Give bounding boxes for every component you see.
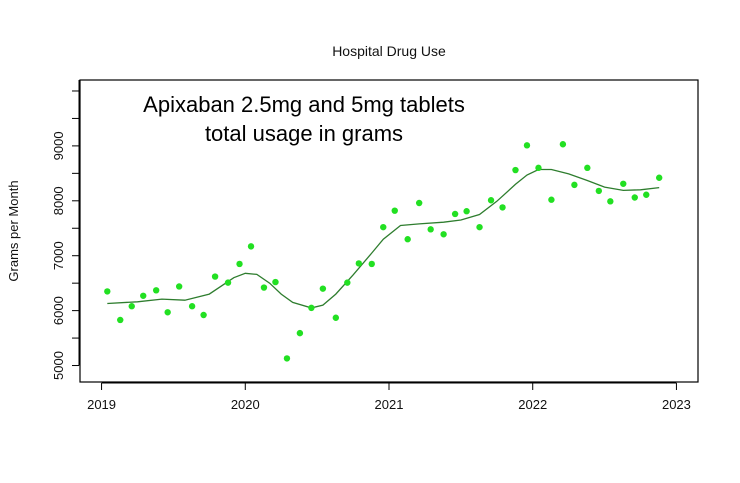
data-point	[272, 278, 279, 286]
plot-frame	[79, 79, 699, 383]
data-point	[487, 197, 495, 204]
data-points	[104, 141, 663, 362]
data-point	[236, 260, 243, 268]
x-tick-label: 2021	[375, 397, 404, 412]
data-point	[332, 314, 340, 321]
data-point	[308, 304, 315, 312]
annotation-line-2: total usage in grams	[205, 121, 403, 146]
data-point	[571, 181, 578, 189]
annotation-line-1: Apixaban 2.5mg and 5mg tablets	[143, 92, 465, 117]
data-point	[476, 223, 483, 231]
data-point	[152, 287, 160, 294]
data-point	[319, 285, 327, 292]
data-point	[247, 243, 255, 250]
data-point	[164, 309, 171, 316]
y-tick-label: 6000	[51, 296, 66, 325]
x-tick-label: 2022	[518, 397, 547, 412]
data-point	[512, 166, 519, 174]
data-point	[117, 316, 124, 324]
y-tick-label: 8000	[51, 186, 66, 215]
data-point	[548, 196, 555, 203]
data-point	[463, 208, 470, 215]
data-point	[260, 284, 268, 291]
y-axis-label: Grams per Month	[6, 180, 21, 281]
x-axis-ticks: 2019 2020 2021 2022 2023	[87, 383, 691, 412]
data-point	[499, 204, 506, 211]
data-point	[211, 273, 219, 280]
data-point	[631, 194, 638, 201]
data-point	[128, 303, 135, 310]
data-point	[368, 260, 375, 268]
data-point	[427, 226, 434, 233]
data-point	[104, 288, 111, 295]
data-point	[607, 198, 614, 205]
smooth-trend-line	[107, 168, 660, 309]
data-point	[140, 292, 147, 299]
data-point	[595, 187, 603, 195]
data-point	[344, 279, 351, 286]
data-point	[535, 164, 542, 172]
x-tick-label: 2023	[662, 397, 691, 412]
y-tick-label: 7000	[51, 241, 66, 270]
data-point	[224, 279, 232, 286]
x-tick-label: 2019	[87, 397, 116, 412]
data-point	[296, 329, 304, 337]
data-point	[451, 210, 459, 218]
data-point	[440, 231, 447, 238]
data-point	[655, 174, 663, 181]
y-tick-label: 5000	[51, 351, 66, 380]
x-tick-label: 2020	[231, 397, 260, 412]
data-point	[283, 355, 291, 362]
y-axis-ticks: 5000 6000 7000 8000 9000	[51, 90, 79, 380]
data-point	[415, 199, 423, 207]
data-point	[175, 283, 183, 290]
data-point	[523, 142, 531, 149]
data-point	[380, 223, 387, 231]
data-point	[188, 303, 196, 310]
data-point	[643, 191, 650, 198]
data-point	[200, 311, 207, 319]
data-point	[584, 164, 591, 172]
data-point	[620, 180, 627, 187]
data-point	[391, 207, 398, 214]
data-point	[355, 260, 363, 267]
data-point	[559, 141, 567, 148]
chart-title: Hospital Drug Use	[332, 43, 446, 59]
data-point	[404, 236, 411, 243]
y-tick-label: 9000	[51, 131, 66, 160]
